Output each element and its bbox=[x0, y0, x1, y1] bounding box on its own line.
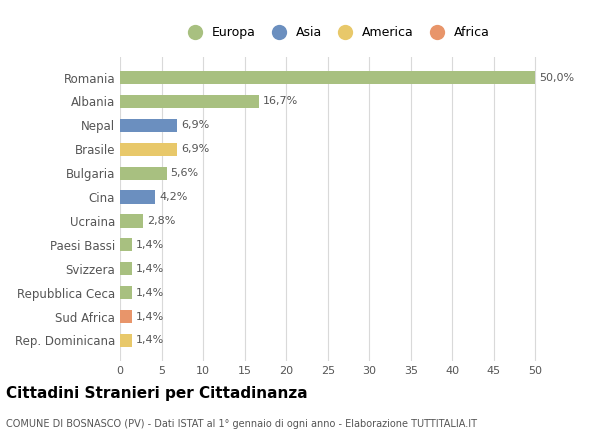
Text: 2,8%: 2,8% bbox=[148, 216, 176, 226]
Text: COMUNE DI BOSNASCO (PV) - Dati ISTAT al 1° gennaio di ogni anno - Elaborazione T: COMUNE DI BOSNASCO (PV) - Dati ISTAT al … bbox=[6, 419, 477, 429]
Text: 50,0%: 50,0% bbox=[539, 73, 575, 83]
Text: 6,9%: 6,9% bbox=[181, 121, 210, 130]
Text: 1,4%: 1,4% bbox=[136, 335, 164, 345]
Text: 1,4%: 1,4% bbox=[136, 240, 164, 250]
Bar bbox=[120, 334, 131, 347]
Bar bbox=[120, 191, 155, 204]
Bar bbox=[120, 143, 178, 156]
Legend: Europa, Asia, America, Africa: Europa, Asia, America, Africa bbox=[177, 21, 495, 44]
Text: Cittadini Stranieri per Cittadinanza: Cittadini Stranieri per Cittadinanza bbox=[6, 386, 308, 401]
Bar bbox=[120, 262, 131, 275]
Bar bbox=[120, 119, 178, 132]
Text: 1,4%: 1,4% bbox=[136, 312, 164, 322]
Text: 4,2%: 4,2% bbox=[159, 192, 187, 202]
Text: 5,6%: 5,6% bbox=[170, 168, 199, 178]
Bar bbox=[120, 167, 167, 180]
Bar bbox=[120, 238, 131, 251]
Text: 16,7%: 16,7% bbox=[263, 96, 298, 106]
Bar bbox=[120, 286, 131, 299]
Bar bbox=[120, 310, 131, 323]
Text: 6,9%: 6,9% bbox=[181, 144, 210, 154]
Bar bbox=[120, 95, 259, 108]
Bar bbox=[120, 214, 143, 227]
Text: 1,4%: 1,4% bbox=[136, 264, 164, 274]
Text: 1,4%: 1,4% bbox=[136, 288, 164, 297]
Bar bbox=[120, 71, 535, 84]
